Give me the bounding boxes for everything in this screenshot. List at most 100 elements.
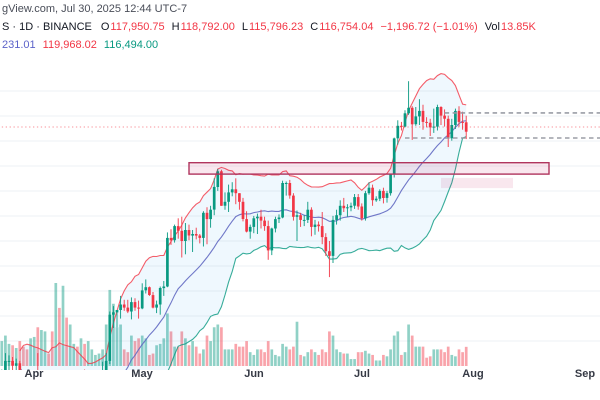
volume-bar xyxy=(162,338,166,366)
volume-bar xyxy=(461,352,464,366)
candle-body xyxy=(374,198,378,201)
volume-bar xyxy=(36,327,40,366)
volume-bar xyxy=(238,346,241,366)
candle-body xyxy=(205,212,209,220)
volume-bar xyxy=(436,349,439,366)
volume-bar xyxy=(198,353,202,366)
volume-bar xyxy=(374,360,378,366)
candle-body xyxy=(220,171,223,206)
bollinger-fill xyxy=(19,73,467,370)
volume-bar xyxy=(317,354,320,366)
month-label: Aug xyxy=(462,368,483,380)
volume-bar xyxy=(104,324,108,366)
candle-body xyxy=(4,360,7,370)
volume-bar xyxy=(223,349,227,366)
candle-body xyxy=(0,372,3,379)
volume-bar xyxy=(0,341,4,366)
volume-bar xyxy=(151,353,155,366)
volume-bar xyxy=(432,349,436,366)
candle-body xyxy=(202,212,205,238)
candle-body xyxy=(194,234,198,236)
candle-body xyxy=(439,107,443,116)
volume-bar xyxy=(90,349,94,366)
candle-body xyxy=(295,215,299,217)
volume-bar xyxy=(425,357,428,366)
volume-bar xyxy=(122,349,126,366)
volume-bar xyxy=(209,341,212,366)
volume-bar xyxy=(47,353,50,366)
candle-body xyxy=(292,195,295,217)
volume-bar xyxy=(72,343,76,366)
volume-bar xyxy=(270,349,274,366)
volume-bar xyxy=(259,349,263,366)
candle-body xyxy=(180,230,184,241)
candle-body xyxy=(36,379,39,400)
volume-bar xyxy=(86,341,90,366)
candle-body xyxy=(263,220,266,227)
candle-body xyxy=(115,310,119,313)
volume-bar xyxy=(22,346,25,366)
volume-bar xyxy=(407,324,410,366)
candle-body xyxy=(151,295,155,308)
volume-bar xyxy=(299,354,302,366)
candle-body xyxy=(83,384,86,390)
candle-body xyxy=(14,363,18,366)
candle-body xyxy=(356,197,360,207)
volume-pane xyxy=(0,283,468,366)
volume-bar xyxy=(79,338,83,366)
candle-body xyxy=(418,110,421,117)
volume-bar xyxy=(241,346,245,366)
candle-body xyxy=(169,237,173,241)
candle-body xyxy=(126,307,130,312)
candle-body xyxy=(133,302,137,308)
candle-body xyxy=(403,113,407,127)
candle-body xyxy=(245,219,248,232)
candle-body xyxy=(428,122,432,128)
volume-bar xyxy=(252,354,256,366)
volume-bar xyxy=(220,327,223,366)
candle-body xyxy=(148,287,151,295)
volume-bar xyxy=(392,335,396,366)
volume-bar xyxy=(320,349,324,366)
volume-bar xyxy=(457,349,461,366)
volume-bar xyxy=(65,317,68,366)
candle-body xyxy=(155,304,158,308)
volume-bar xyxy=(288,349,292,366)
volume-bar xyxy=(450,354,454,366)
candle-body xyxy=(371,187,374,201)
candle-body xyxy=(349,205,353,208)
volume-bar xyxy=(230,349,234,366)
volume-bar xyxy=(385,356,389,366)
candle-body xyxy=(324,237,328,252)
candle-body xyxy=(454,110,457,125)
candle-body xyxy=(80,384,83,390)
candle-body xyxy=(40,395,43,400)
candle-body xyxy=(212,186,216,210)
candle-body xyxy=(389,174,392,194)
candle-body xyxy=(410,107,414,125)
volume-bar xyxy=(155,345,158,366)
candle-body xyxy=(320,226,324,238)
volume-bar xyxy=(378,360,382,366)
candle-body xyxy=(162,286,166,289)
candle-body xyxy=(277,217,281,220)
volume-bar xyxy=(396,331,400,366)
volume-bar xyxy=(32,336,36,366)
candle-body xyxy=(144,287,148,291)
candle-body xyxy=(407,107,410,114)
candle-body xyxy=(274,219,277,229)
candle-body xyxy=(108,314,112,361)
candle-body xyxy=(223,201,227,206)
volume-bar xyxy=(76,346,79,366)
volume-bar xyxy=(245,341,248,366)
candle-body xyxy=(284,183,288,184)
candle-body xyxy=(443,115,446,119)
volume-bar xyxy=(353,359,356,366)
candle-body xyxy=(11,360,14,366)
candle-body xyxy=(104,360,108,370)
volume-bar xyxy=(266,341,270,366)
volume-bar xyxy=(216,324,220,366)
volume-bar xyxy=(464,346,468,366)
time-axis: Apr May Jun Jul Aug Sep xyxy=(25,368,596,380)
volume-bar xyxy=(342,353,346,366)
